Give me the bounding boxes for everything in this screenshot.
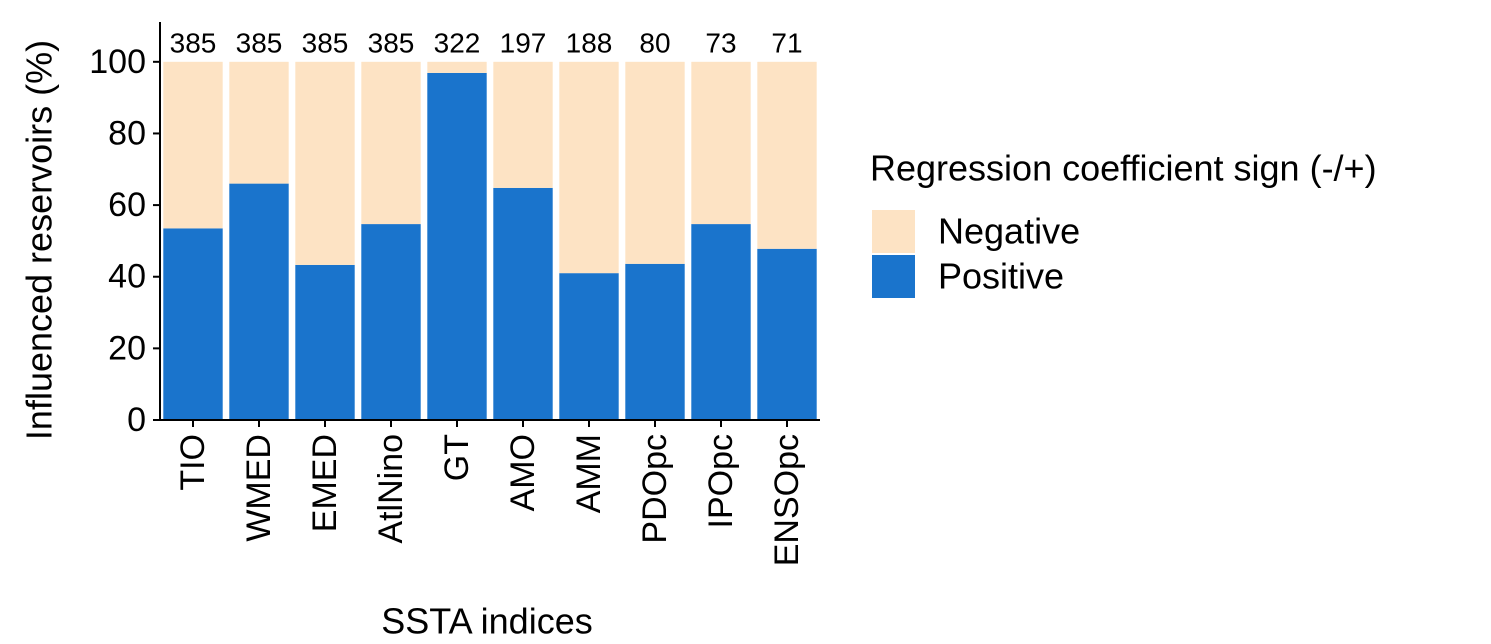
x-tick-label: AMM	[570, 434, 608, 513]
bar-segment	[361, 224, 421, 420]
bar-segment	[229, 61, 289, 184]
x-tick-label: ENSOpc	[768, 434, 806, 566]
bar-segment	[493, 187, 553, 420]
count-label: 385	[368, 27, 415, 58]
y-tick-label: 40	[108, 258, 146, 296]
y-tick-label: 80	[108, 114, 146, 152]
bar-segment	[295, 264, 355, 420]
count-label: 385	[302, 27, 349, 58]
legend-title: Regression coefficient sign (-/+)	[870, 148, 1377, 189]
x-tick-label: PDOpc	[636, 434, 674, 544]
bar-segment	[625, 263, 685, 420]
count-label: 71	[771, 27, 802, 58]
count-label: 73	[705, 27, 736, 58]
bar-segment	[163, 61, 223, 229]
bar-segment	[757, 248, 817, 420]
x-tick-label: IPOpc	[702, 434, 740, 528]
x-tick-label: TIO	[174, 434, 212, 491]
count-label: 322	[434, 27, 481, 58]
y-tick-label: 0	[127, 401, 146, 439]
bar-segment	[691, 61, 751, 225]
y-tick-label: 100	[89, 43, 146, 81]
bar-segment	[559, 61, 619, 274]
legend-swatch	[872, 255, 915, 298]
bar-segment	[691, 224, 751, 420]
count-label: 197	[500, 27, 547, 58]
x-tick-label: AtlNino	[372, 434, 410, 544]
bar-segment	[625, 61, 685, 264]
legend-label: Positive	[938, 256, 1064, 297]
count-label: 188	[566, 27, 613, 58]
bar-segment	[427, 72, 487, 421]
x-axis-title: SSTA indices	[381, 601, 592, 642]
legend-label: Negative	[938, 211, 1080, 252]
y-tick-label: 20	[108, 329, 146, 367]
bar-segment	[163, 228, 223, 420]
x-tick-label: AMO	[504, 434, 542, 511]
count-label: 385	[170, 27, 217, 58]
bar-segment	[427, 61, 487, 73]
x-tick-label: WMED	[240, 434, 278, 542]
bar-segment	[361, 61, 421, 225]
bar-segment	[559, 273, 619, 420]
bar-segment	[757, 61, 817, 249]
bar-segment	[229, 183, 289, 420]
bar-segment	[295, 61, 355, 265]
bar-segment	[493, 61, 553, 188]
x-tick-label: GT	[438, 434, 476, 481]
legend-swatch	[872, 210, 915, 253]
x-tick-label: EMED	[306, 434, 344, 532]
y-tick-label: 60	[108, 186, 146, 224]
count-label: 80	[639, 27, 670, 58]
count-label: 385	[236, 27, 283, 58]
y-axis-title: Influenced reservoirs (%)	[19, 40, 60, 440]
